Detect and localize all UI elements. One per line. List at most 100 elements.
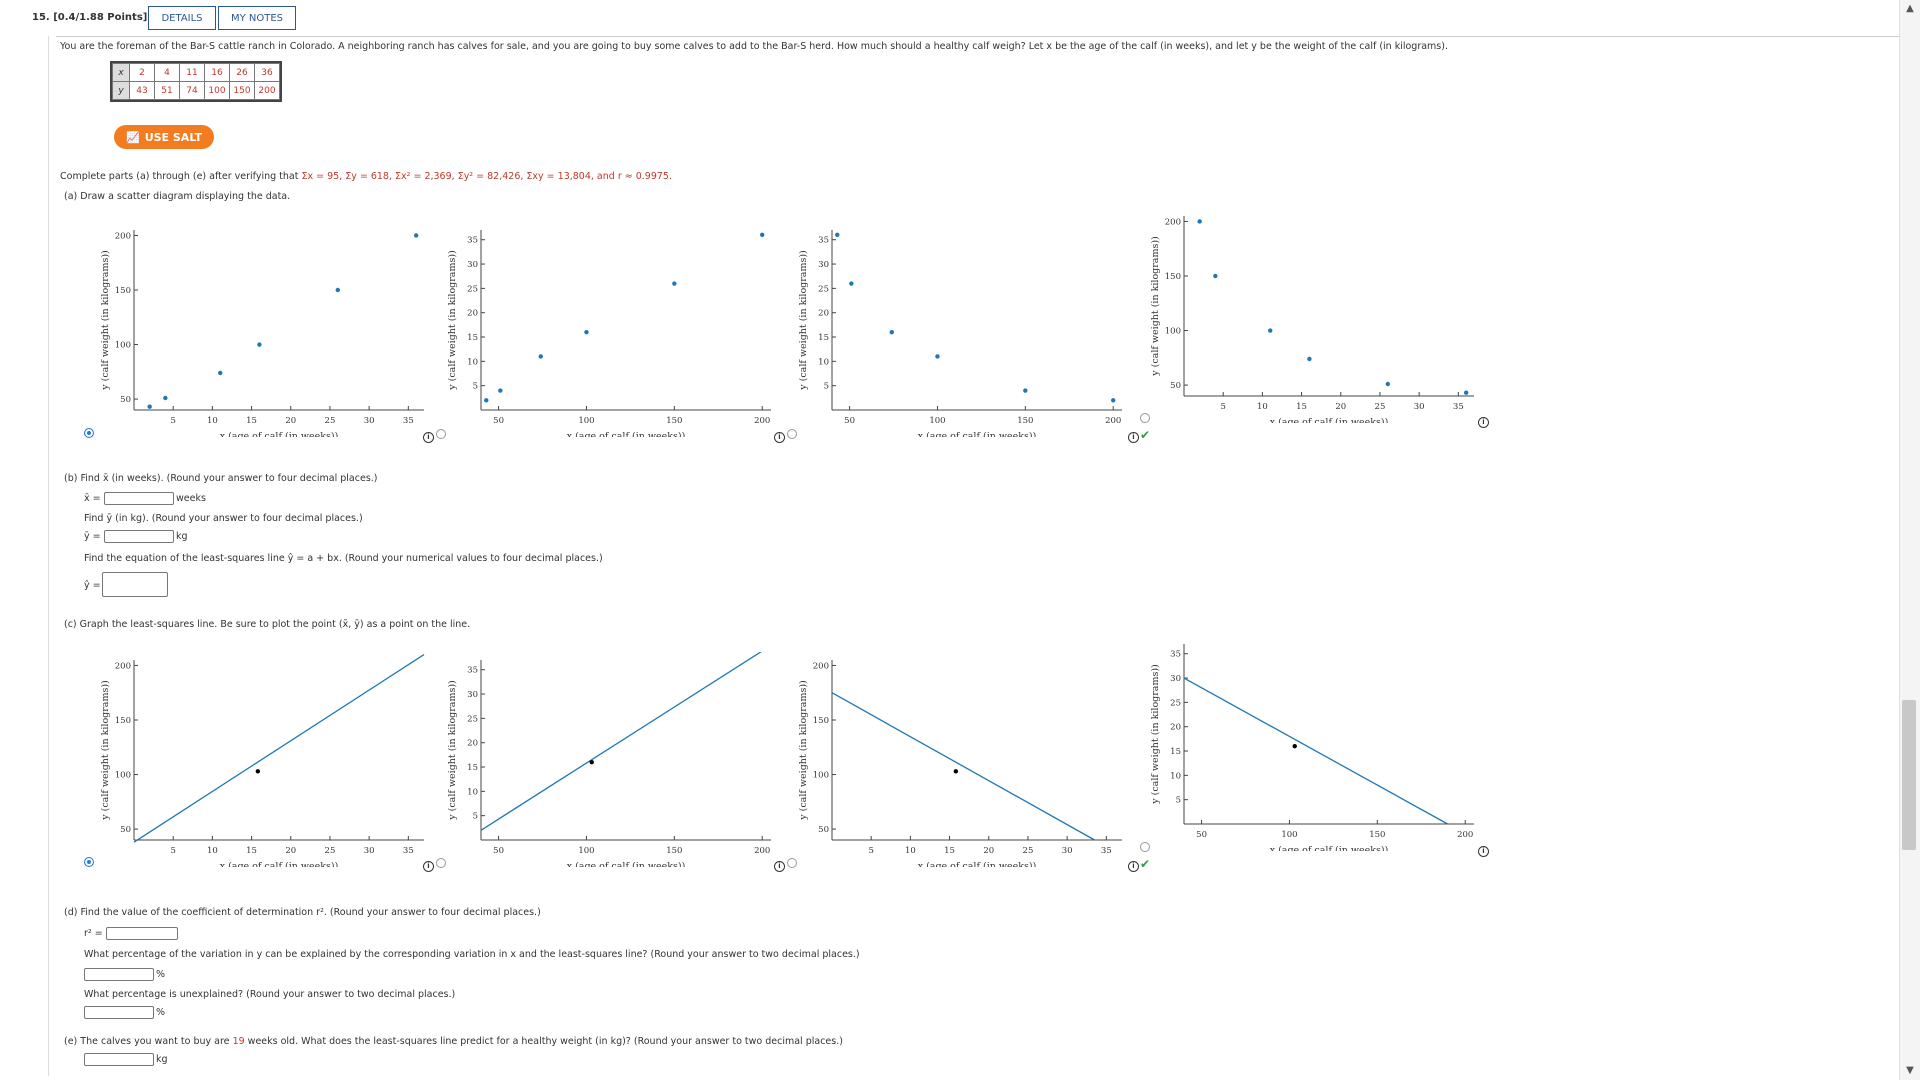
- info-icon[interactable]: i: [774, 432, 785, 443]
- line-option-c1: 5 10 15 20 25 30 35 50 100 150 200 x (age of calf (…: [100, 653, 425, 867]
- ybar-input[interactable]: [104, 530, 174, 543]
- x-tick-label: 50: [493, 846, 504, 856]
- x-axis-label: x (age of calf (in weeks)): [918, 861, 1037, 867]
- y-tick-label: 35: [818, 236, 829, 246]
- table-header-x: x: [112, 63, 130, 82]
- x-axis-label: x (age of calf (in weeks)): [220, 861, 339, 867]
- radio-a2[interactable]: [436, 429, 446, 439]
- x-tick-label: 150: [666, 416, 682, 426]
- my-notes-button[interactable]: MY NOTES: [218, 6, 296, 30]
- info-icon[interactable]: i: [1128, 861, 1139, 872]
- table-cell: 200: [254, 81, 280, 100]
- question-number: 15. [0.4/1.88 Points]: [32, 12, 148, 23]
- x-axis-label: x (age of calf (in weeks)): [918, 431, 1037, 437]
- y-tick-label: 100: [813, 771, 829, 781]
- x-tick-label: 5: [170, 416, 175, 426]
- table-row-y: y 43 51 74 100 150 200: [112, 81, 280, 100]
- unexplained-unit: %: [156, 1007, 166, 1018]
- x-tick-label: 15: [246, 846, 257, 856]
- radio-c1[interactable]: [84, 857, 94, 867]
- least-squares-equation-input[interactable]: [102, 572, 168, 597]
- y-tick-label: 10: [467, 357, 478, 367]
- table-cell: 74: [179, 81, 205, 100]
- data-point: [835, 232, 840, 238]
- radio-c4[interactable]: [1140, 842, 1150, 852]
- scroll-down-icon[interactable]: ▼: [1906, 1065, 1914, 1076]
- y-tick-label: 15: [818, 333, 829, 343]
- y-tick-label: 5: [473, 812, 478, 822]
- y-tick-label: 15: [467, 333, 478, 343]
- x-tick-label: 150: [666, 846, 682, 856]
- x-tick-label: 100: [578, 846, 594, 856]
- r2-input[interactable]: [106, 927, 178, 940]
- scroll-up-icon[interactable]: ▲: [1906, 3, 1914, 14]
- x-tick-label: 100: [578, 416, 594, 426]
- x-tick-label: 100: [929, 416, 945, 426]
- y-tick-label: 35: [1170, 650, 1181, 660]
- radio-c3[interactable]: [787, 858, 797, 868]
- vertical-scrollbar[interactable]: ▲ ▼: [1899, 0, 1920, 1080]
- mean-point: [953, 769, 959, 774]
- data-point: [760, 232, 765, 238]
- info-icon[interactable]: i: [774, 861, 785, 872]
- radio-c2[interactable]: [436, 858, 446, 868]
- table-cell: 43: [129, 81, 155, 100]
- question-header: 15. [0.4/1.88 Points] DETAILS MY NOTES: [0, 0, 1900, 36]
- r2-label: r² =: [84, 928, 103, 939]
- info-icon[interactable]: i: [1478, 417, 1489, 428]
- scrollbar-thumb[interactable]: [1902, 700, 1916, 850]
- x-tick-label: 25: [325, 416, 336, 426]
- info-icon[interactable]: i: [1478, 846, 1489, 857]
- explained-percent-input[interactable]: [84, 968, 154, 981]
- radio-a4[interactable]: [1140, 413, 1150, 423]
- y-tick-label: 10: [818, 357, 829, 367]
- data-point: [1213, 273, 1218, 279]
- info-icon[interactable]: i: [423, 432, 434, 443]
- y-tick-label: 35: [467, 666, 478, 676]
- y-tick-label: 20: [467, 309, 478, 319]
- y-axis-label: y (calf weight (in kilograms)): [1150, 664, 1161, 805]
- y-tick-label: 20: [1170, 723, 1181, 733]
- x-tick-label: 15: [246, 416, 257, 426]
- x-tick-label: 15: [944, 846, 955, 856]
- details-button[interactable]: DETAILS: [148, 6, 216, 30]
- xbar-input[interactable]: [104, 492, 174, 505]
- part-b-prompt-eq: Find the equation of the least-squares l…: [84, 553, 603, 564]
- radio-a1[interactable]: [84, 428, 94, 438]
- ybar-label: ȳ =: [84, 531, 101, 542]
- x-tick-label: 10: [905, 846, 916, 856]
- left-divider: [48, 36, 49, 1076]
- use-salt-button[interactable]: 📈 USE SALT: [114, 125, 214, 149]
- radio-a3[interactable]: [787, 429, 797, 439]
- y-tick-label: 30: [818, 260, 829, 270]
- part-b-prompt-ybar: Find ȳ (in kg). (Round your answer to fo…: [84, 513, 363, 524]
- explained-unit: %: [156, 969, 166, 980]
- scatter-option-a2: 50 100 150 200 5 10 15 20 25 30 35 x (age of calf (…: [447, 230, 771, 437]
- x-axis-label: x (age of calf (in weeks)): [1270, 845, 1389, 851]
- part-a-prompt: (a) Draw a scatter diagram displaying th…: [64, 191, 291, 202]
- info-icon[interactable]: i: [423, 861, 434, 872]
- y-tick-label: 15: [1170, 747, 1181, 757]
- x-tick-label: 100: [1281, 830, 1297, 840]
- y-tick-label: 200: [813, 661, 829, 671]
- table-cell: 51: [154, 81, 180, 100]
- x-tick-label: 150: [1017, 416, 1033, 426]
- x-tick-label: 30: [1062, 846, 1073, 856]
- y-tick-label: 100: [115, 341, 131, 351]
- x-tick-label: 10: [207, 846, 218, 856]
- y-tick-label: 200: [115, 661, 131, 671]
- unexplained-percent-input[interactable]: [84, 1006, 154, 1019]
- x-tick-label: 35: [1453, 402, 1464, 412]
- mean-point: [589, 759, 594, 765]
- prediction-input[interactable]: [84, 1053, 154, 1066]
- x-tick-label: 35: [403, 846, 414, 856]
- y-axis-label: y (calf weight (in kilograms)): [100, 680, 111, 821]
- info-icon[interactable]: i: [1128, 432, 1139, 443]
- data-point: [1307, 356, 1312, 362]
- y-tick-label: 10: [1170, 771, 1181, 781]
- verify-text: Complete parts (a) through (e) after ver…: [60, 171, 672, 182]
- x-tick-label: 20: [983, 846, 994, 856]
- y-tick-label: 30: [467, 260, 478, 270]
- table-row-x: x 2 4 11 16 26 36: [112, 63, 280, 82]
- x-tick-label: 20: [285, 846, 296, 856]
